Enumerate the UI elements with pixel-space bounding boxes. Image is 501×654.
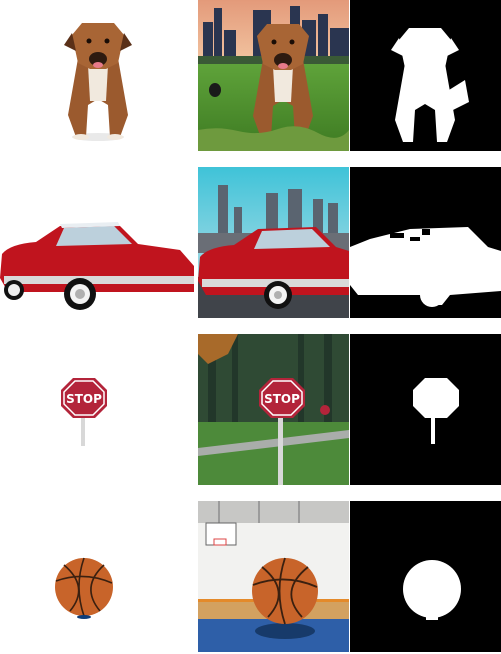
car-mask xyxy=(350,167,501,318)
car-scene xyxy=(198,167,349,318)
basketball-mask xyxy=(350,501,501,652)
car-cutout xyxy=(0,167,196,318)
dog-scene xyxy=(198,0,349,151)
dog-cutout xyxy=(0,0,196,151)
dog-mask xyxy=(350,0,501,151)
basketball-scene xyxy=(198,501,349,652)
stop-sign-scene-text: STOP xyxy=(264,392,300,406)
stop-sign-cutout: STOP xyxy=(0,334,196,485)
stop-sign-scene: STOP xyxy=(198,334,349,485)
stop-sign-text: STOP xyxy=(66,392,102,406)
stop-sign-mask xyxy=(350,334,501,485)
basketball-cutout xyxy=(0,501,196,652)
